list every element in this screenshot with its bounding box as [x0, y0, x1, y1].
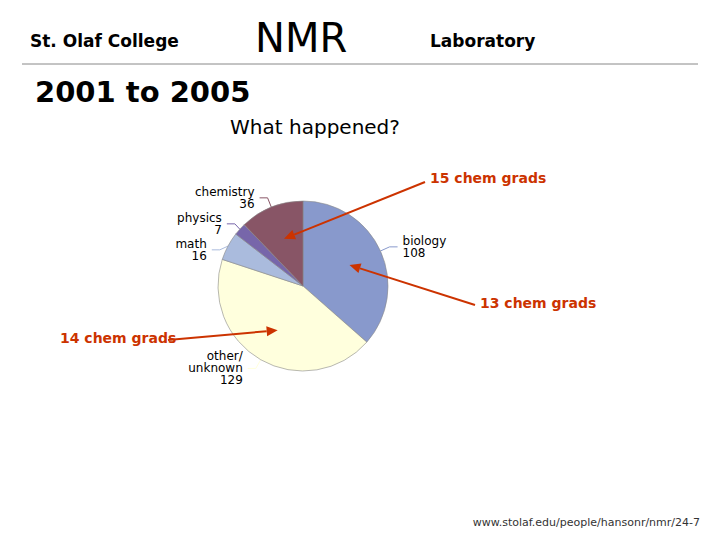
- svg-text:other/: other/: [206, 349, 243, 364]
- svg-text:math: math: [175, 236, 207, 251]
- svg-text:www.stolaf.edu/people/hansonr/: www.stolaf.edu/people/hansonr/nmr/24-7: [473, 516, 700, 529]
- svg-text:129: 129: [220, 373, 243, 387]
- svg-text:108: 108: [403, 246, 426, 260]
- svg-text:NMR: NMR: [255, 15, 347, 61]
- svg-text:unknown: unknown: [188, 361, 243, 376]
- svg-text:16: 16: [192, 249, 207, 263]
- svg-text:7: 7: [214, 223, 222, 237]
- svg-text:biology: biology: [402, 233, 447, 248]
- svg-text:36: 36: [239, 197, 254, 211]
- svg-text:13 chem grads: 13 chem grads: [480, 295, 596, 311]
- svg-text:Laboratory: Laboratory: [430, 31, 535, 51]
- svg-text:14 chem grads: 14 chem grads: [60, 330, 176, 346]
- svg-text:St. Olaf College: St. Olaf College: [30, 31, 179, 51]
- svg-text:2001 to 2005: 2001 to 2005: [35, 75, 250, 109]
- svg-text:physics: physics: [177, 210, 222, 225]
- svg-text:15 chem grads: 15 chem grads: [430, 170, 546, 186]
- svg-text:chemistry: chemistry: [195, 184, 255, 199]
- svg-text:What happened?: What happened?: [230, 115, 400, 139]
